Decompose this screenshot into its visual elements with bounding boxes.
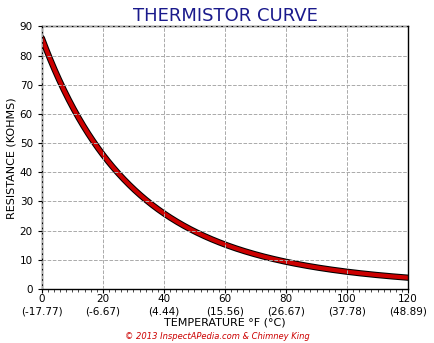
Title: THERMISTOR CURVE: THERMISTOR CURVE xyxy=(132,7,317,25)
Y-axis label: RESISTANCE (KOHMS): RESISTANCE (KOHMS) xyxy=(7,97,17,218)
Text: © 2013 InspectAPedia.com & Chimney King: © 2013 InspectAPedia.com & Chimney King xyxy=(125,332,309,341)
X-axis label: TEMPERATURE °F (°C): TEMPERATURE °F (°C) xyxy=(164,318,286,328)
